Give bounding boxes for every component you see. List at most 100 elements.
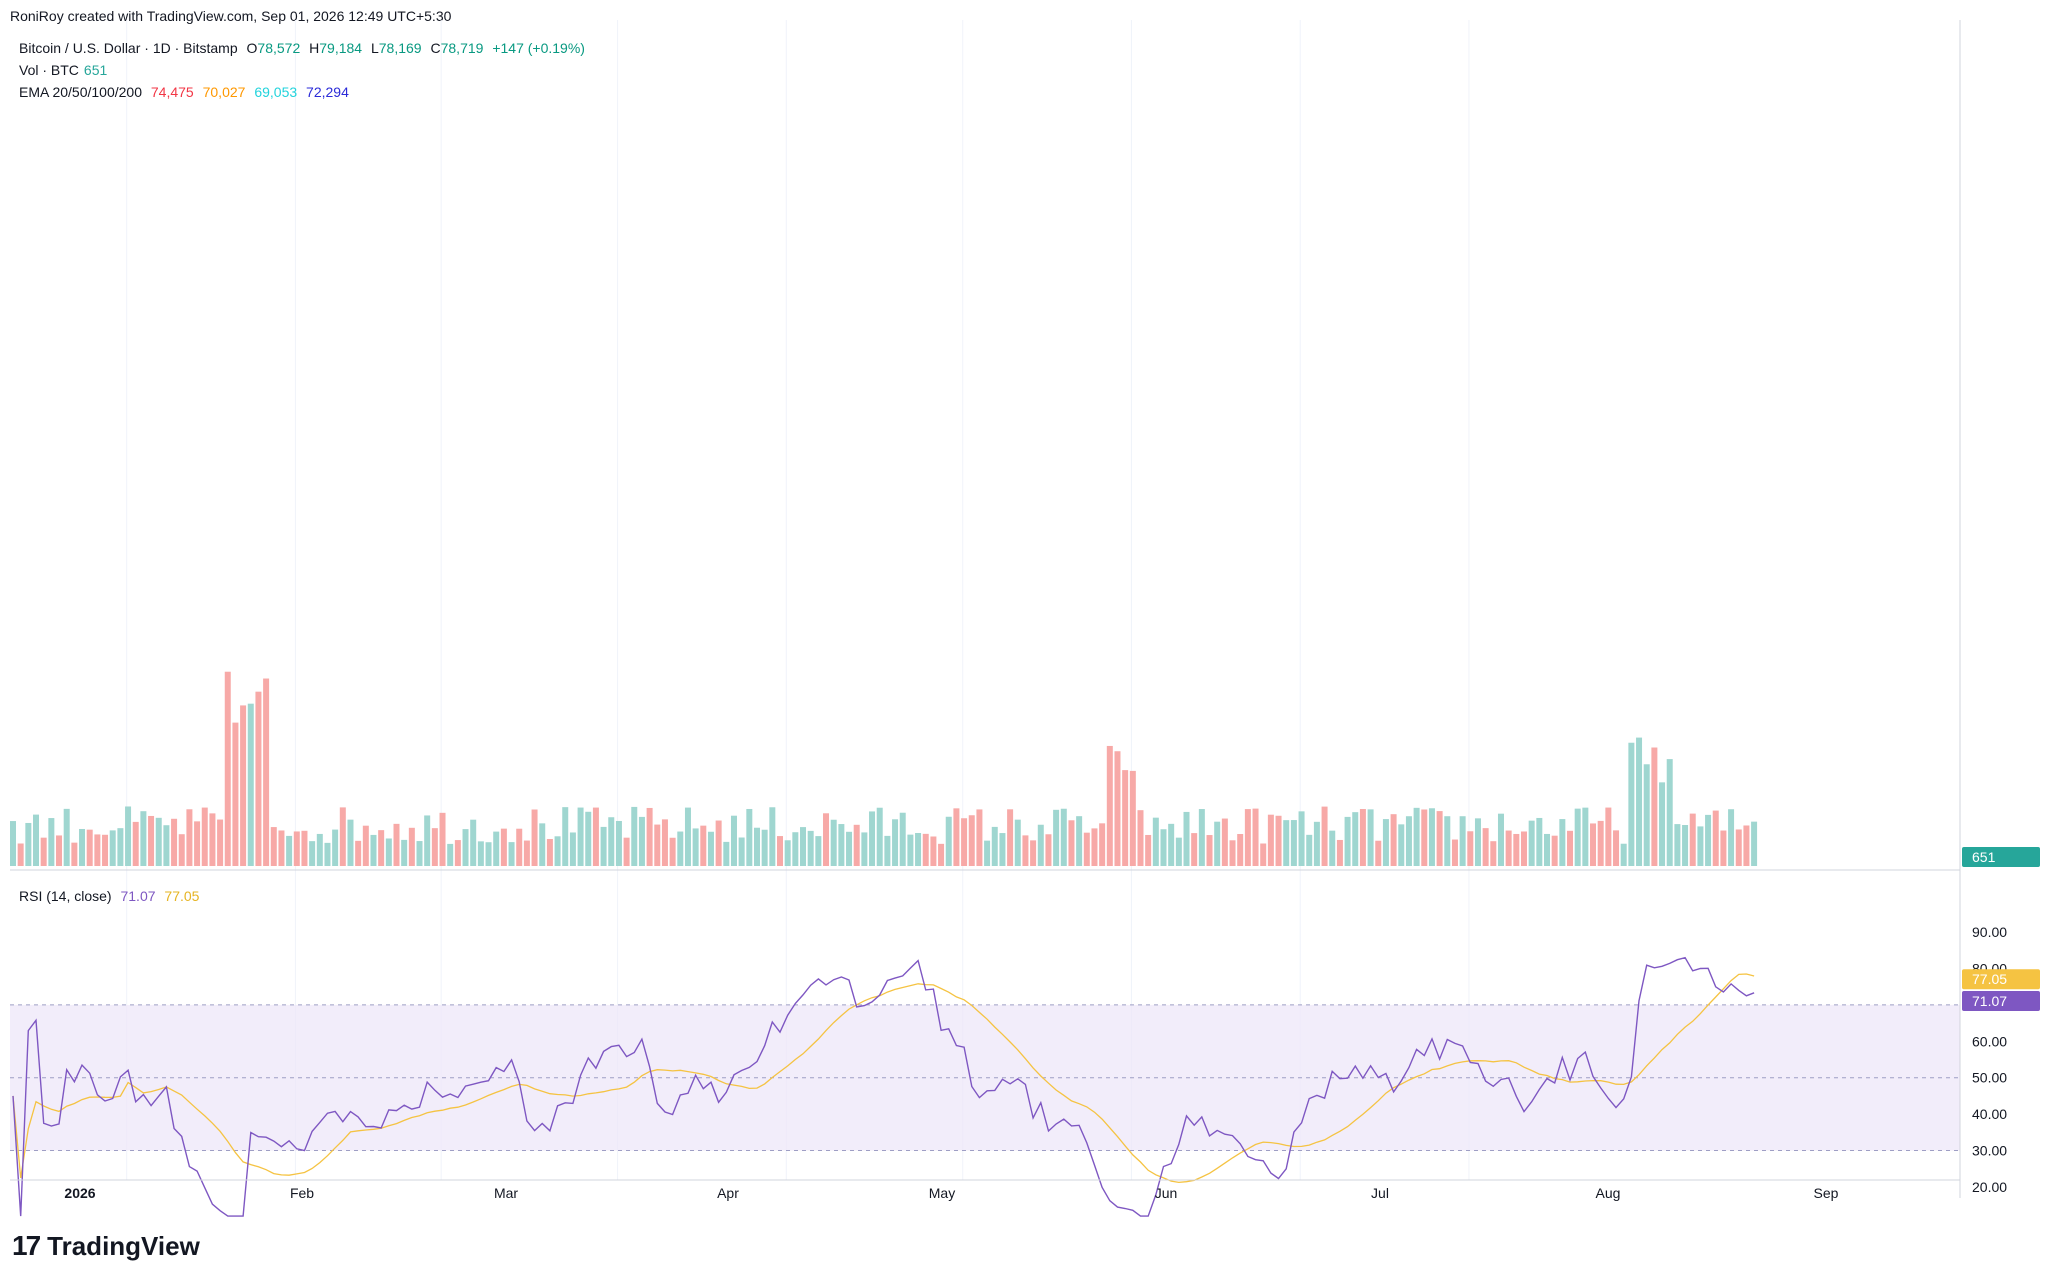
volume-bar — [217, 819, 224, 866]
volume-bar — [25, 822, 32, 866]
volume-bar — [401, 839, 408, 866]
rsi-tick-label: 30.00 — [1972, 1143, 2007, 1159]
volume-bar — [1659, 782, 1666, 866]
volume-bar — [1076, 816, 1083, 866]
volume-bar — [938, 843, 945, 866]
ema200-value: 72,294 — [306, 84, 349, 100]
volume-bar — [899, 812, 906, 866]
volume-bar — [1705, 814, 1712, 866]
volume-bar — [1513, 833, 1520, 866]
open-label: O — [246, 40, 258, 56]
volume-bar — [86, 829, 93, 866]
volume-bar — [1405, 816, 1412, 866]
volume-bar — [454, 840, 461, 866]
volume-bar — [186, 809, 193, 866]
volume-bar — [1283, 820, 1290, 866]
volume-bar — [1321, 806, 1328, 866]
time-tick-label: Mar — [494, 1185, 518, 1201]
symbol-legend[interactable]: Bitcoin / U.S. Dollar · 1D · Bitstamp O7… — [19, 40, 590, 56]
volume-bar — [1252, 808, 1259, 866]
volume-bar — [853, 824, 860, 866]
time-tick-label: Jul — [1371, 1185, 1389, 1201]
volume-bar — [171, 818, 178, 866]
ema-label: EMA 20/50/100/200 — [19, 84, 142, 100]
volume-bar — [416, 841, 423, 866]
volume-bar — [33, 814, 40, 866]
volume-bar — [109, 830, 116, 866]
volume-bar — [846, 831, 853, 866]
volume-bar — [761, 829, 768, 866]
high-value: 79,184 — [319, 40, 363, 56]
volume-bar — [930, 836, 937, 866]
volume-bar — [922, 833, 929, 866]
volume-bar — [615, 820, 622, 866]
volume-bar — [884, 835, 891, 866]
volume-bar — [869, 811, 876, 866]
rsi-legend[interactable]: RSI (14, close) 71.07 77.05 — [19, 888, 204, 904]
volume-bar — [784, 840, 791, 866]
volume-bar — [1145, 834, 1152, 866]
volume-bar — [1267, 814, 1274, 866]
volume-bar — [1352, 812, 1359, 866]
volume-bar — [378, 830, 385, 866]
volume-bar — [1229, 840, 1236, 866]
volume-bar — [362, 825, 369, 866]
volume-bar — [523, 840, 530, 866]
volume-bar — [1390, 814, 1397, 866]
volume-bar — [546, 838, 553, 866]
ema-legend[interactable]: EMA 20/50/100/200 74,475 70,027 69,053 7… — [19, 84, 354, 100]
volume-bar — [953, 808, 960, 866]
volume-bar — [1551, 835, 1558, 866]
volume-bar — [1191, 833, 1198, 866]
volume-bar — [1037, 824, 1044, 866]
volume-bar — [1221, 818, 1228, 866]
volume-bar — [301, 830, 308, 866]
volume-bar — [1168, 823, 1175, 866]
volume-bar — [370, 834, 377, 866]
open-value: 78,572 — [257, 40, 301, 56]
change-value: +147 (+0.19%) — [492, 40, 585, 56]
volume-bar — [1482, 828, 1489, 866]
volume-bar — [63, 808, 70, 866]
time-tick-label: Sep — [1814, 1185, 1839, 1201]
time-tick-label: 2026 — [64, 1185, 95, 1201]
volume-bar — [1367, 809, 1374, 866]
volume-bar — [1582, 807, 1589, 866]
volume-bar — [355, 840, 362, 866]
volume-legend[interactable]: Vol · BTC 651 — [19, 62, 112, 78]
volume-bar — [48, 818, 55, 866]
volume-bar — [961, 818, 968, 866]
volume-bar — [148, 815, 155, 866]
volume-bar — [807, 830, 814, 866]
ema100-value: 69,053 — [254, 84, 298, 100]
volume-bar — [1114, 751, 1121, 866]
volume-bar — [1237, 834, 1244, 866]
volume-bar — [1636, 737, 1643, 866]
rsi-tick-label: 20.00 — [1972, 1179, 2007, 1195]
volume-bar — [1275, 815, 1282, 866]
volume-bar — [332, 829, 339, 866]
volume-bar — [1290, 820, 1297, 866]
volume-bar — [94, 834, 101, 866]
close-value: 78,719 — [440, 40, 484, 56]
volume-bar — [1298, 811, 1305, 866]
volume-bar — [661, 819, 668, 866]
volume-bar — [592, 807, 599, 866]
volume-bar — [638, 816, 645, 866]
volume-bar — [1428, 808, 1435, 866]
time-tick-label: Apr — [717, 1185, 739, 1201]
volume-bar — [1474, 818, 1481, 866]
volume-bar — [1597, 820, 1604, 866]
time-tick-label: Jun — [1155, 1185, 1178, 1201]
volume-bar — [1022, 835, 1029, 866]
volume-bar — [1505, 830, 1512, 866]
volume-bar — [1544, 833, 1550, 866]
volume-bar — [508, 842, 515, 866]
rsi-tick-label: 50.00 — [1972, 1070, 2007, 1086]
volume-bar — [738, 837, 745, 866]
rsi-ma-line — [12, 973, 1755, 1184]
volume-bar — [1398, 824, 1405, 866]
ema50-value: 70,027 — [202, 84, 246, 100]
volume-bar — [393, 823, 400, 866]
